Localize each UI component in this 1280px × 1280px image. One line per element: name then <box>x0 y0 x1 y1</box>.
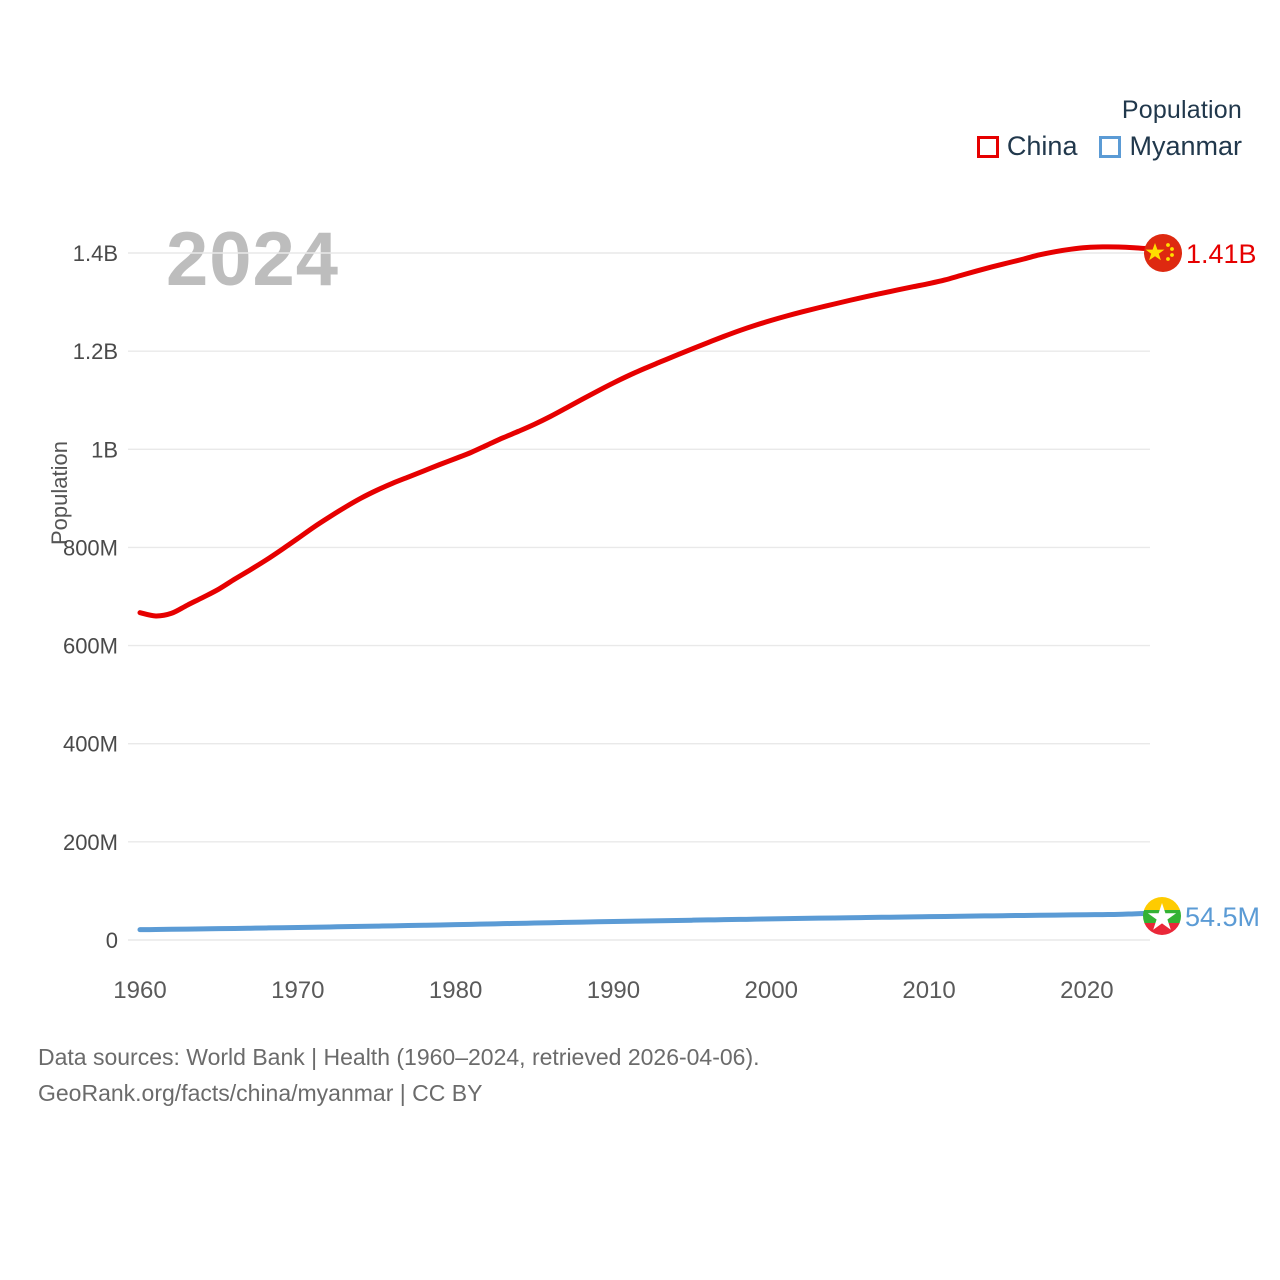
legend-item-myanmar[interactable]: Myanmar <box>1099 131 1242 162</box>
year-watermark: 2024 <box>166 217 340 302</box>
y-tick-label: 1.4B <box>73 241 118 266</box>
legend: Population China Myanmar <box>976 96 1242 162</box>
legend-label-china: China <box>1006 131 1078 161</box>
x-tick-label: 2020 <box>1060 977 1113 1004</box>
y-tick-label: 800M <box>63 535 118 560</box>
y-tick-label: 1B <box>91 437 118 462</box>
chart-plot: 0 200M 400M 600M 800M 1B 1.2B 1.4B 1960 1970 1980… <box>63 234 1260 1004</box>
x-tick-label: 1980 <box>429 977 482 1004</box>
y-tick-label: 200M <box>63 830 118 855</box>
end-label-myanmar: 54.5M <box>1185 902 1260 932</box>
footer-line-1: Data sources: World Bank | Health (1960–… <box>38 1044 760 1070</box>
x-tick-label: 1990 <box>587 977 640 1004</box>
myanmar-flag-icon <box>1143 897 1181 935</box>
x-axis-ticks: 1960 1970 1980 1990 2000 2010 2020 <box>113 977 1113 1004</box>
legend-title: Population <box>1121 96 1242 124</box>
y-tick-label: 600M <box>63 634 118 659</box>
footer-credits: Data sources: World Bank | Health (1960–… <box>38 1040 760 1111</box>
y-axis-ticks: 0 200M 400M 600M 800M 1B 1.2B 1.4B <box>63 241 118 953</box>
legend-swatch-myanmar <box>1099 135 1122 158</box>
legend-swatch-china <box>976 135 999 158</box>
legend-items: China Myanmar <box>976 131 1242 162</box>
x-tick-label: 1970 <box>271 977 324 1004</box>
footer-line-2: GeoRank.org/facts/china/myanmar | CC BY <box>38 1079 483 1106</box>
y-tick-label: 0 <box>106 928 118 953</box>
line-series-china <box>137 244 1153 619</box>
line-series-myanmar <box>137 910 1153 933</box>
x-tick-label: 2010 <box>902 977 955 1004</box>
legend-label-myanmar: Myanmar <box>1129 131 1242 161</box>
x-tick-label: 2000 <box>745 977 798 1004</box>
y-tick-label: 1.2B <box>73 339 118 364</box>
gridlines <box>128 252 1150 941</box>
x-tick-label: 1960 <box>113 977 166 1004</box>
china-flag-icon <box>1144 234 1182 272</box>
legend-item-china[interactable]: China <box>976 131 1078 162</box>
y-tick-label: 400M <box>63 732 118 757</box>
end-label-china: 1.41B <box>1186 239 1257 269</box>
